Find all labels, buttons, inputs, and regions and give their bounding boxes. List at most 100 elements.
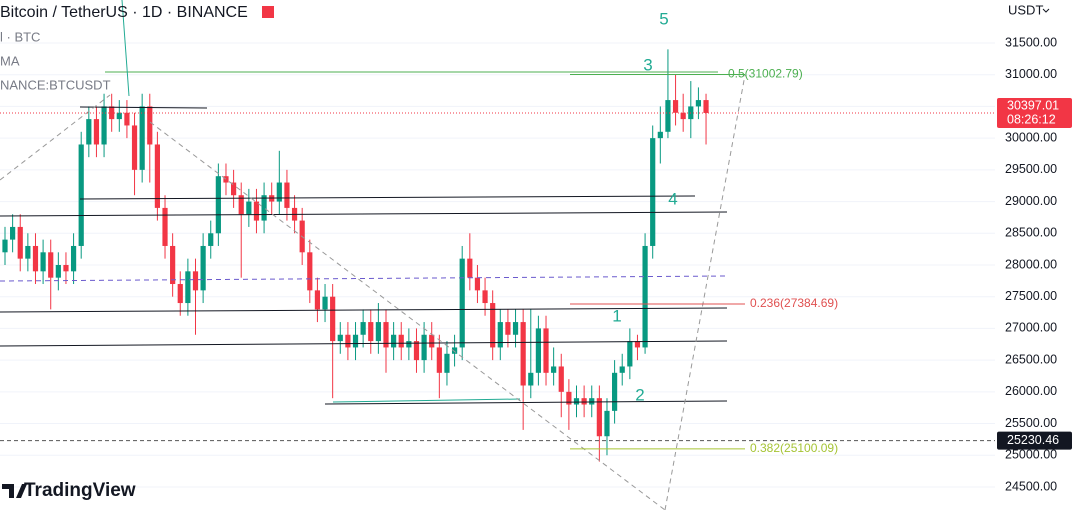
candle-body (231, 182, 237, 196)
candle-body (459, 258, 465, 348)
trend-line (79, 106, 208, 109)
y-tick-label: 25000.00 (1005, 448, 1057, 462)
candle-body (360, 322, 366, 335)
candle-body (284, 182, 290, 208)
candle-body (573, 398, 580, 405)
candle-body (375, 322, 381, 342)
candle-body (238, 195, 244, 215)
candle-body (330, 296, 336, 342)
marker-tag (997, 431, 1072, 450)
candle-body (383, 322, 389, 348)
marker-tag-value: 25230.46 (1007, 433, 1059, 447)
candle-body (413, 341, 420, 361)
candle-body (101, 106, 107, 145)
candle-body (154, 144, 160, 208)
wave-label: 3 (643, 55, 652, 74)
candle-body (535, 328, 541, 373)
candle-body (634, 341, 641, 348)
drawings (0, 0, 746, 510)
currency[interactable]: USDT (1008, 2, 1043, 17)
candle-body (276, 182, 282, 202)
y-tick-label: 31500.00 (1005, 35, 1057, 49)
candle-body (253, 201, 260, 221)
candle-body (665, 100, 671, 132)
watermark: TradingView (24, 480, 136, 501)
candle-body (657, 131, 663, 139)
wave-label: 4 (668, 189, 677, 208)
candle-body (406, 341, 412, 348)
candle-body (490, 303, 496, 348)
candle-body (589, 398, 595, 405)
y-tick-label: 31000.00 (1005, 67, 1057, 81)
candle-body (451, 347, 458, 354)
trend-line (324, 400, 728, 405)
candle-body (131, 125, 138, 170)
y-tick-label: 29500.00 (1005, 162, 1057, 176)
candle-body (604, 410, 610, 437)
candle-body (650, 138, 656, 246)
candle-body (70, 245, 77, 272)
candle-body (543, 328, 549, 373)
wave-label: 5 (659, 9, 668, 28)
candle-body (528, 372, 534, 386)
candle-body (55, 264, 61, 278)
candle-body (223, 176, 229, 183)
currency-chevron[interactable] (1042, 8, 1050, 13)
y-tick-label: 28500.00 (1005, 226, 1057, 240)
candle-body (17, 226, 23, 259)
candle-body (177, 284, 183, 304)
legend-item: MA (0, 53, 20, 68)
candle-body (581, 398, 587, 405)
price-tag (997, 97, 1072, 128)
candle-body (398, 334, 404, 348)
grid (0, 42, 995, 488)
candle-body (48, 252, 54, 278)
candle-body (642, 245, 648, 348)
wave-label: 2 (635, 385, 644, 404)
fib-label: 0.236(27384.69) (750, 296, 838, 310)
candle-body (512, 322, 519, 335)
candle-body (482, 290, 488, 304)
legend-item: l · BTC (0, 29, 40, 44)
candle-body (352, 334, 359, 348)
candle-body (307, 252, 313, 291)
chart-title: Bitcoin / TetherUS · 1D · BINANCE (0, 4, 248, 21)
candle-body (208, 233, 214, 246)
y-tick-label: 29000.00 (1005, 194, 1057, 208)
candle-body (703, 100, 709, 113)
candle-body (444, 353, 450, 373)
candle-body (63, 264, 69, 272)
candle-body (672, 100, 679, 113)
candle-body (322, 296, 328, 310)
wave-label: 1 (612, 306, 621, 325)
y-tick-label: 25500.00 (1005, 416, 1057, 430)
candle-body (40, 252, 46, 272)
candle-body (200, 245, 206, 291)
y-tick-label: 27500.00 (1005, 289, 1057, 303)
candle-body (627, 341, 633, 367)
candle-body (467, 258, 473, 278)
candle-body (170, 245, 176, 285)
trend-line (0, 211, 728, 217)
candle-body (261, 195, 267, 221)
candle-body (421, 334, 427, 361)
candle-body (246, 201, 252, 215)
candle-body (86, 119, 92, 145)
candle-body (116, 112, 122, 120)
dashed-line (664, 74, 746, 510)
dashed-line (0, 275, 728, 282)
trend-line (0, 307, 728, 313)
candle-body (314, 290, 321, 310)
candle-body (185, 271, 191, 304)
candle-body (596, 398, 602, 437)
candle-body (147, 106, 153, 145)
candle-body (391, 334, 397, 348)
candle-body (680, 112, 686, 120)
y-tick-label: 30000.00 (1005, 130, 1057, 144)
candle-body (32, 245, 39, 272)
candle-body (436, 347, 442, 373)
flag-icon (262, 6, 274, 18)
candle-body (558, 366, 564, 392)
candle-body (474, 277, 481, 291)
vertical-line (121, 0, 130, 97)
